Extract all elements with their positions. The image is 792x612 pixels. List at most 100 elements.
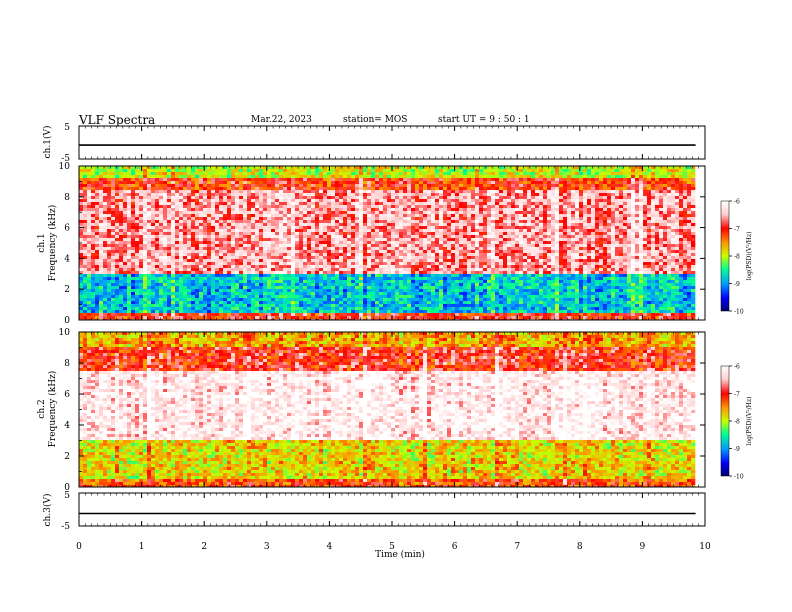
spectrogram-cell: [303, 280, 308, 284]
spectrogram-cell: [355, 256, 360, 260]
spectrogram-cell: [371, 205, 376, 209]
spectrogram-cell: [163, 220, 168, 224]
spectrogram-cell: [259, 292, 264, 296]
spectrogram-cell: [407, 304, 412, 308]
spectrogram-cell: [295, 202, 300, 206]
spectrogram-cell: [279, 313, 284, 317]
spectrogram-cell: [115, 220, 120, 224]
spectrogram-cell: [271, 190, 276, 194]
spectrogram-cell: [239, 211, 244, 215]
spectrogram-cell: [159, 292, 164, 296]
spectrogram-cell: [215, 211, 220, 215]
spectrogram-cell: [139, 298, 144, 302]
spectrogram-cell: [347, 238, 352, 242]
spectrogram-cell: [407, 229, 412, 233]
spectrogram-cell: [431, 283, 436, 287]
spectrogram-cell: [383, 202, 388, 206]
spectrogram-cell: [447, 289, 452, 293]
spectrogram-cell: [367, 184, 372, 188]
spectrogram-cell: [427, 295, 432, 299]
spectrogram-cell: [247, 190, 252, 194]
spectrogram-cell: [319, 235, 324, 239]
spectrogram-cell: [143, 196, 148, 200]
spectrogram-cell: [359, 205, 364, 209]
spectrogram-cell: [115, 196, 120, 200]
spectrogram-cell: [387, 250, 392, 254]
spectrogram-cell: [443, 187, 448, 191]
spectrogram-cell: [159, 244, 164, 248]
spectrogram-cell: [315, 250, 320, 254]
spectrogram-cell: [163, 190, 168, 194]
spectrogram-cell: [315, 172, 320, 176]
spectrogram-cell: [331, 235, 336, 239]
spectrogram-cell: [191, 199, 196, 203]
spectrogram-cell: [419, 238, 424, 242]
spectrogram-cell: [315, 277, 320, 281]
spectrogram-cell: [407, 256, 412, 260]
spectrogram-cell: [299, 211, 304, 215]
spectrogram-cell: [423, 304, 428, 308]
spectrogram-cell: [199, 196, 204, 200]
spectrogram-cell: [83, 241, 88, 245]
spectrogram-cell: [191, 214, 196, 218]
spectrogram-cell: [211, 166, 216, 170]
spectrogram-cell: [279, 283, 284, 287]
spectrogram-cell: [195, 199, 200, 203]
spectrogram-cell: [187, 283, 192, 287]
spectrogram-cell: [287, 166, 292, 170]
spectrogram-cell: [223, 274, 228, 278]
spectrogram-cell: [187, 238, 192, 242]
spectrogram-cell: [95, 262, 100, 266]
spectrogram-cell: [327, 286, 332, 290]
spectrogram-cell: [123, 232, 128, 236]
spectrogram-cell: [379, 247, 384, 251]
spectrogram-cell: [443, 262, 448, 266]
spectrogram-cell: [423, 178, 428, 182]
spectrogram-cell: [255, 172, 260, 176]
spectrogram-cell: [339, 226, 344, 230]
spectrogram-cell: [355, 241, 360, 245]
spectrogram-cell: [379, 316, 384, 320]
spectrogram-cell: [271, 304, 276, 308]
spectrogram-cell: [379, 178, 384, 182]
spectrogram-cell: [319, 205, 324, 209]
spectrogram-cell: [339, 196, 344, 200]
spectrogram-cell: [151, 181, 156, 185]
spectrogram-cell: [367, 253, 372, 257]
spectrogram-cell: [295, 313, 300, 317]
spectrogram-cell: [211, 244, 216, 248]
spectrogram-cell: [259, 175, 264, 179]
spectrogram-cell: [383, 241, 388, 245]
spectrogram-cell: [83, 271, 88, 275]
spectrogram-cell: [147, 235, 152, 239]
spectrogram-cell: [227, 193, 232, 197]
spectrogram-cell: [323, 193, 328, 197]
spectrogram-cell: [299, 247, 304, 251]
spectrogram-cell: [87, 175, 92, 179]
spectrogram-cell: [407, 292, 412, 296]
spectrogram-cell: [199, 247, 204, 251]
spectrogram-cell: [411, 301, 416, 305]
spectrogram-cell: [327, 283, 332, 287]
spectrogram-cell: [439, 187, 444, 191]
spectrogram-cell: [331, 295, 336, 299]
spectrogram-cell: [255, 226, 260, 230]
spectrogram-cell: [83, 178, 88, 182]
spectrogram-cell: [399, 301, 404, 305]
spectrogram-cell: [123, 235, 128, 239]
spectrogram-cell: [407, 169, 412, 173]
spectrogram-cell: [459, 253, 464, 257]
spectrogram-cell: [283, 169, 288, 173]
spectrogram-cell: [435, 193, 440, 197]
spectrogram-cell: [143, 220, 148, 224]
spectrogram-cell: [171, 298, 176, 302]
spectrogram-cell: [391, 172, 396, 176]
spectrogram-cell: [83, 256, 88, 260]
spectrogram-cell: [103, 244, 108, 248]
spectrogram-cell: [439, 232, 444, 236]
spectrogram-cell: [359, 316, 364, 320]
spectrogram-cell: [391, 244, 396, 248]
spectrogram-cell: [119, 244, 124, 248]
spectrogram-cell: [351, 202, 356, 206]
spectrogram-cell: [147, 253, 152, 257]
